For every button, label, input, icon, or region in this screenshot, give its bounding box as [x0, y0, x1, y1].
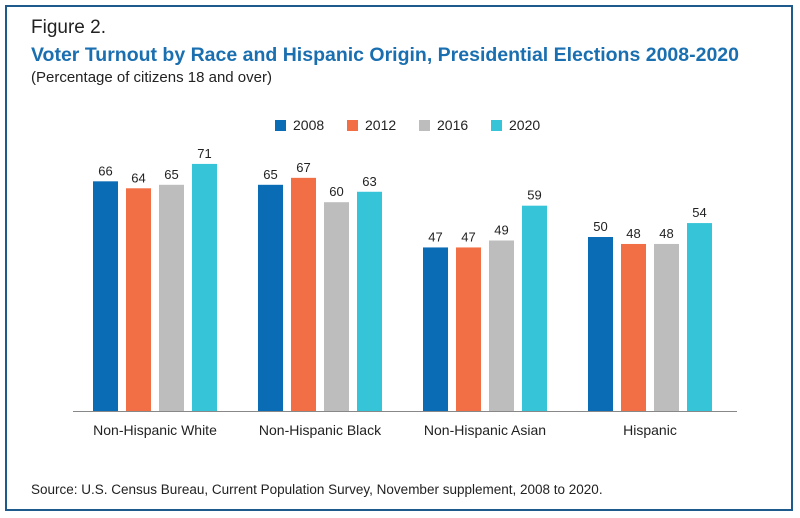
data-label-2008-4: 50	[593, 219, 607, 234]
legend: 2008 2012 2016 2020	[7, 117, 795, 137]
bar-2008-1	[93, 181, 118, 411]
bar-chart: 66 64 65 71 Non-Hispanic White 65 67 60 63 Non-Hi…	[73, 146, 737, 438]
chart-title: Voter Turnout by Race and Hispanic Origi…	[31, 44, 739, 66]
bar-2008-2	[258, 184, 283, 411]
chart-subtitle: (Percentage of citizens 18 and over)	[31, 69, 272, 86]
data-label-2008-1: 66	[98, 163, 112, 178]
data-label-2012-4: 48	[626, 226, 640, 241]
bar-2012-1	[126, 188, 151, 411]
category-label-3: Non-Hispanic Asian	[424, 422, 546, 438]
figure-label: Figure 2.	[31, 17, 106, 38]
bar-2016-2	[324, 202, 349, 411]
bar-2012-3	[456, 247, 481, 411]
data-label-2020-4: 54	[692, 205, 706, 220]
category-label-2: Non-Hispanic Black	[259, 422, 382, 438]
data-label-2020-1: 71	[197, 146, 211, 161]
bar-2008-3	[423, 247, 448, 411]
data-label-2016-2: 60	[329, 184, 343, 199]
category-label-4: Hispanic	[623, 422, 677, 438]
source-note: Source: U.S. Census Bureau, Current Popu…	[31, 482, 603, 497]
legend-swatch-2020	[491, 119, 502, 131]
bar-2012-2	[291, 177, 316, 411]
legend-swatch-2016	[419, 119, 430, 131]
legend-swatch-2008	[275, 119, 286, 131]
data-label-2016-3: 49	[494, 222, 508, 237]
legend-swatch-2012	[347, 119, 358, 131]
legend-item-2012: 2012	[347, 117, 396, 133]
data-label-2008-3: 47	[428, 229, 442, 244]
legend-item-2020: 2020	[491, 117, 540, 133]
bar-2020-2	[357, 191, 382, 411]
legend-label-2016: 2016	[437, 117, 469, 133]
bar-2016-1	[159, 184, 184, 411]
bar-2016-3	[489, 240, 514, 411]
legend-item-2016: 2016	[419, 117, 468, 133]
legend-label-2020: 2020	[509, 117, 541, 133]
legend-label-2008: 2008	[293, 117, 325, 133]
legend-item-2008: 2008	[275, 117, 324, 133]
data-label-2016-4: 48	[659, 226, 673, 241]
bar-2020-1	[192, 163, 217, 411]
bar-2008-4	[588, 237, 613, 411]
data-label-2016-1: 65	[164, 167, 178, 182]
data-label-2020-2: 63	[362, 174, 376, 189]
data-label-2012-2: 67	[296, 160, 310, 175]
bar-2016-4	[654, 243, 679, 411]
data-label-2012-3: 47	[461, 229, 475, 244]
legend-label-2012: 2012	[365, 117, 397, 133]
data-label-2020-3: 59	[527, 188, 541, 203]
category-label-1: Non-Hispanic White	[93, 422, 217, 438]
bar-2020-3	[522, 205, 547, 411]
figure-frame: Figure 2. Voter Turnout by Race and Hisp…	[5, 5, 793, 511]
data-label-2012-1: 64	[131, 170, 145, 185]
data-label-2008-2: 65	[263, 167, 277, 182]
bar-2012-4	[621, 243, 646, 411]
bar-2020-4	[687, 223, 712, 411]
